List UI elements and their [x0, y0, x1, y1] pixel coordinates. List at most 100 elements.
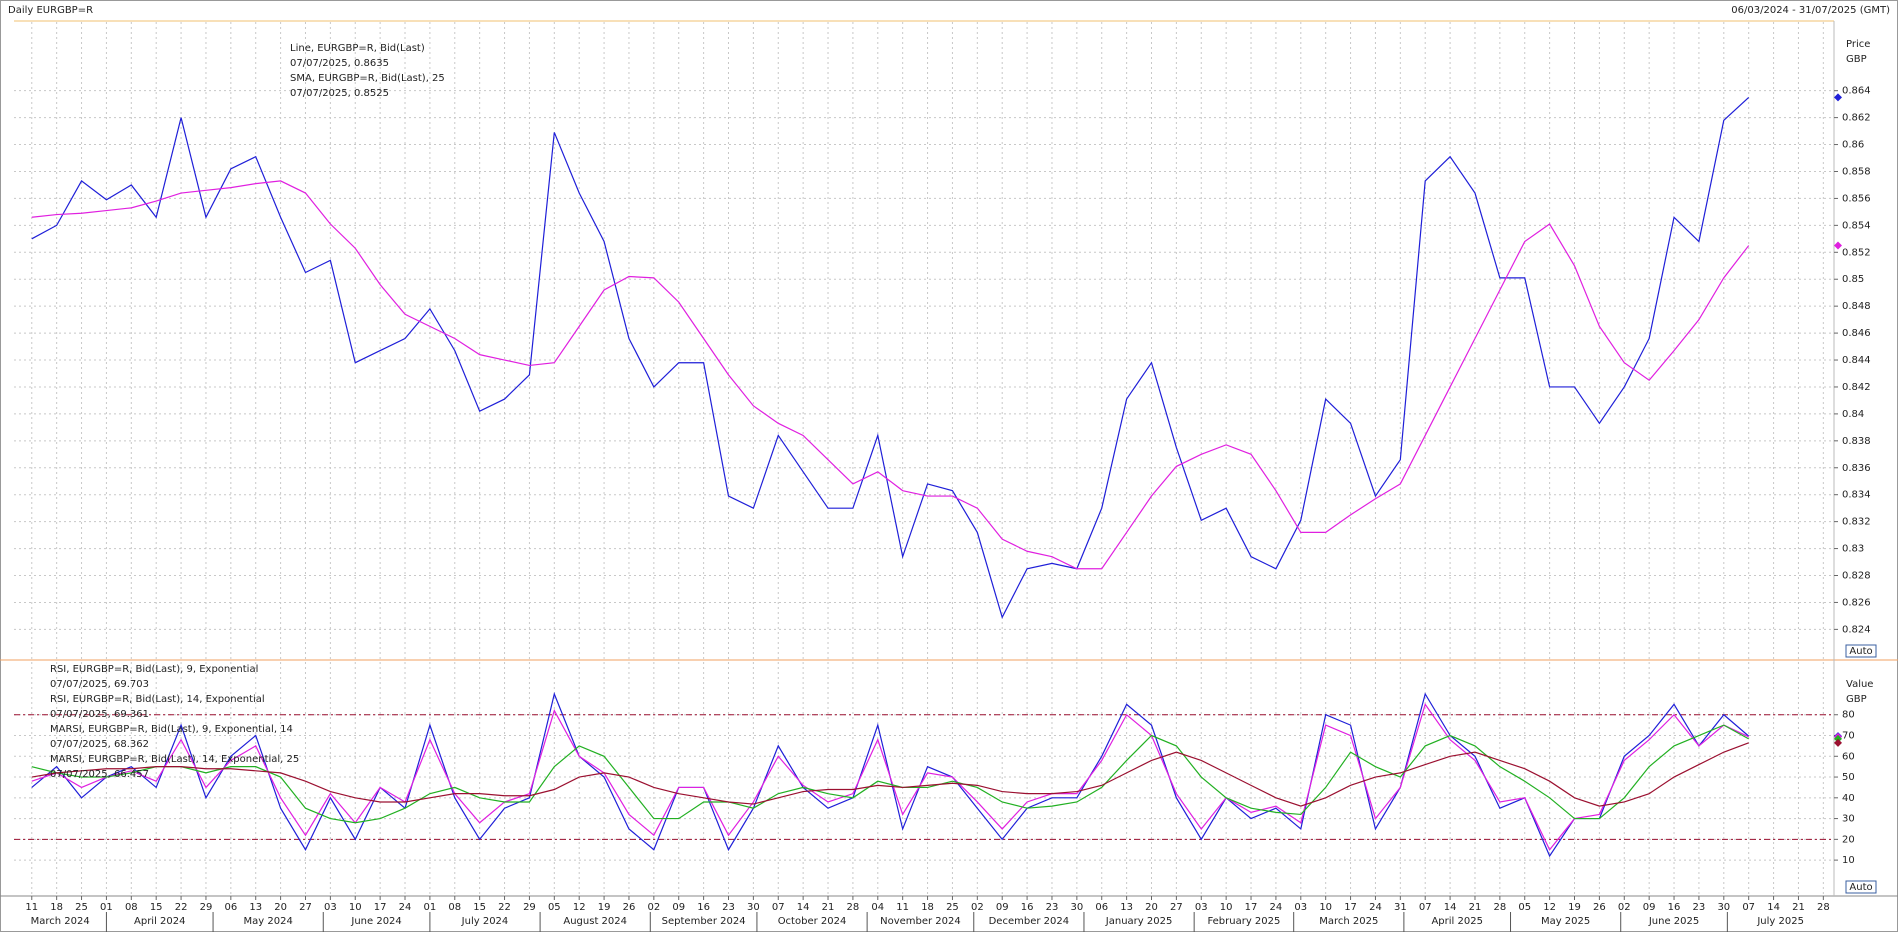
y-tick-label: 60 [1842, 751, 1855, 762]
x-tick-label: 14 [1444, 902, 1457, 913]
month-label: November 2024 [880, 916, 961, 927]
y-tick-label: 0.842 [1842, 382, 1871, 393]
y-tick-label: 0.828 [1842, 571, 1871, 582]
x-tick-label: 27 [299, 902, 312, 913]
series-line [31, 96, 1750, 619]
x-tick-label: 14 [1767, 902, 1780, 913]
y-tick-label: 0.858 [1842, 166, 1871, 177]
series-line [31, 703, 1749, 851]
scale-button[interactable] [1845, 880, 1877, 894]
x-tick-label: 22 [498, 902, 511, 913]
month-label: June 2025 [1648, 916, 1699, 927]
x-tick-label: 23 [1046, 902, 1059, 913]
x-tick-label: 29 [523, 902, 536, 913]
x-tick-label: 28 [1493, 902, 1506, 913]
x-tick-label: 09 [1643, 902, 1656, 913]
x-tick-label: 01 [100, 902, 113, 913]
x-tick-label: 23 [1693, 902, 1706, 913]
x-tick-label: 10 [1319, 902, 1332, 913]
x-tick-label: 20 [1145, 902, 1158, 913]
x-tick-label: 09 [996, 902, 1009, 913]
x-tick-label: 25 [946, 902, 959, 913]
month-label: March 2024 [31, 916, 90, 927]
month-label: February 2025 [1207, 916, 1280, 927]
x-tick-label: 11 [896, 902, 909, 913]
series-line [31, 724, 1749, 824]
x-tick-label: 27 [1170, 902, 1183, 913]
x-tick-label: 02 [647, 902, 660, 913]
x-tick-label: 30 [1717, 902, 1730, 913]
x-tick-label: 19 [1568, 902, 1581, 913]
y-tick-label: 0.83 [1842, 544, 1864, 555]
x-tick-label: 16 [1668, 902, 1681, 913]
x-tick-label: 01 [424, 902, 437, 913]
x-tick-label: 22 [175, 902, 188, 913]
y-tick-label: 0.834 [1842, 490, 1871, 501]
month-label: March 2025 [1319, 916, 1378, 927]
x-tick-label: 26 [623, 902, 636, 913]
x-tick-label: 26 [1593, 902, 1606, 913]
x-tick-label: 24 [1270, 902, 1283, 913]
legend-value: 07/07/2025, 69.703 [50, 679, 149, 690]
legend-name: SMA, EURGBP=R, Bid(Last), 25 [290, 73, 445, 84]
x-tick-label: 13 [249, 902, 262, 913]
month-label: May 2024 [244, 916, 293, 927]
x-tick-label: 10 [1220, 902, 1233, 913]
legend-value: 07/07/2025, 0.8635 [290, 58, 389, 69]
x-tick-label: 24 [399, 902, 412, 913]
x-tick-label: 10 [349, 902, 362, 913]
scale-button[interactable] [1845, 644, 1877, 658]
y-tick-label: 0.852 [1842, 247, 1871, 258]
scale-button-label[interactable]: Auto [1849, 882, 1872, 893]
x-tick-label: 24 [1369, 902, 1382, 913]
chart-title: Daily EURGBP=R [8, 5, 93, 16]
y-tick-label: 0.85 [1842, 274, 1864, 285]
x-tick-label: 18 [921, 902, 934, 913]
x-tick-label: 17 [1245, 902, 1258, 913]
y-tick-label: 50 [1842, 772, 1855, 783]
scale-button-label[interactable]: Auto [1849, 646, 1872, 657]
x-tick-label: 14 [797, 902, 810, 913]
axis-label: Value [1846, 679, 1873, 690]
x-tick-label: 12 [573, 902, 586, 913]
x-tick-label: 25 [75, 902, 88, 913]
y-tick-label: 0.844 [1842, 355, 1871, 366]
x-tick-label: 30 [1070, 902, 1083, 913]
legend-value: 07/07/2025, 69.361 [50, 709, 149, 720]
legend-name: MARSI, EURGBP=R, Bid(Last), 9, Exponenti… [50, 724, 293, 735]
last-value-marker [1834, 241, 1842, 250]
x-tick-label: 18 [50, 902, 63, 913]
y-tick-label: 0.824 [1842, 624, 1871, 635]
x-tick-label: 06 [1095, 902, 1108, 913]
month-label: July 2025 [1756, 916, 1804, 927]
series-line [31, 180, 1750, 570]
x-tick-label: 08 [125, 902, 138, 913]
y-tick-label: 0.86 [1842, 140, 1864, 151]
x-tick-label: 03 [324, 902, 337, 913]
x-tick-label: 17 [1344, 902, 1357, 913]
y-tick-label: 10 [1842, 855, 1855, 866]
axis-unit: GBP [1846, 694, 1867, 705]
x-tick-label: 06 [224, 902, 237, 913]
y-tick-label: 0.846 [1842, 328, 1871, 339]
y-tick-label: 0.856 [1842, 193, 1871, 204]
x-tick-label: 07 [1419, 902, 1432, 913]
x-tick-label: 31 [1394, 902, 1407, 913]
x-tick-label: 05 [1518, 902, 1531, 913]
month-label: September 2024 [662, 916, 746, 927]
month-label: January 2025 [1105, 916, 1173, 927]
legend-name: RSI, EURGBP=R, Bid(Last), 14, Exponentia… [50, 694, 265, 705]
y-tick-label: 0.854 [1842, 220, 1871, 231]
x-tick-label: 07 [1742, 902, 1755, 913]
x-tick-label: 20 [274, 902, 287, 913]
month-label: December 2024 [989, 916, 1069, 927]
x-tick-label: 16 [1021, 902, 1034, 913]
x-tick-label: 21 [1792, 902, 1805, 913]
series-line [31, 742, 1749, 807]
x-tick-label: 07 [772, 902, 785, 913]
date-range: 06/03/2024 - 31/07/2025 (GMT) [1731, 5, 1890, 16]
month-label: October 2024 [778, 916, 847, 927]
month-label: June 2024 [350, 916, 401, 927]
